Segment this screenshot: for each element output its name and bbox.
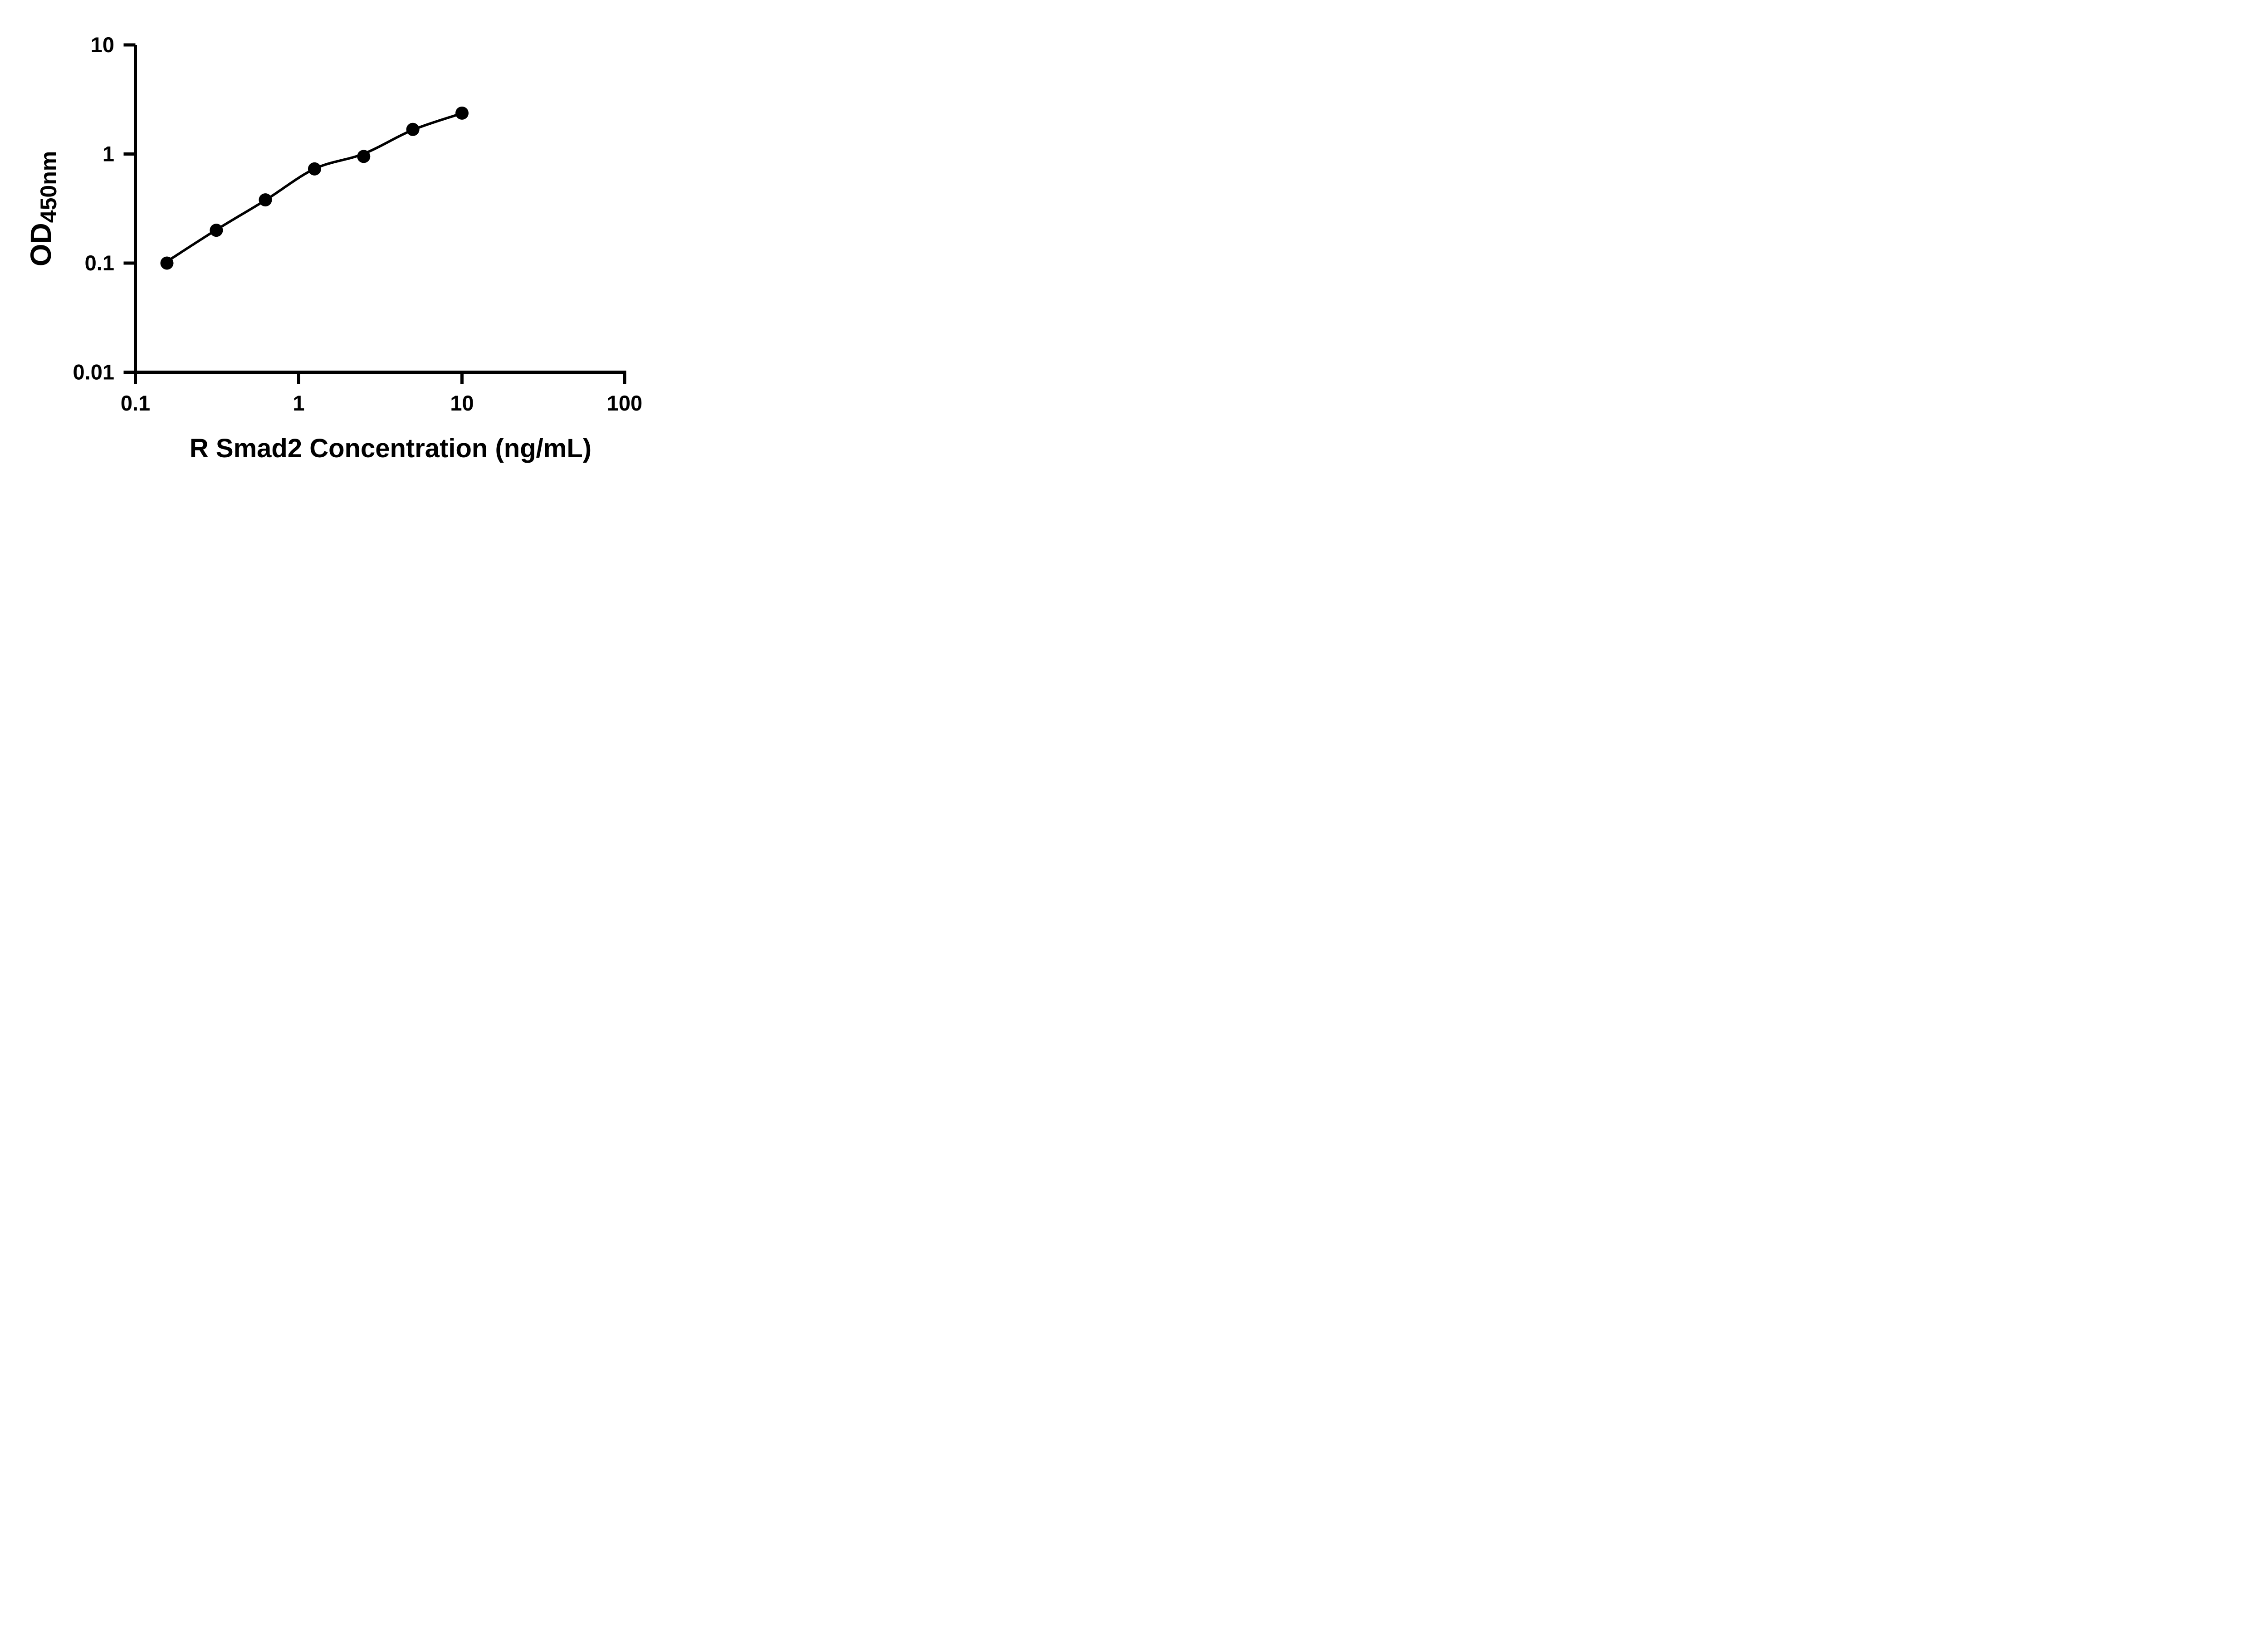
y-tick-label: 0.1 xyxy=(85,251,114,275)
x-axis-title: R Smad2 Concentration (ng/mL) xyxy=(190,434,591,463)
data-point xyxy=(308,162,321,176)
data-point xyxy=(406,122,420,136)
y-axis-title-subscript: 450nm xyxy=(36,151,61,223)
x-tick-label: 0.1 xyxy=(121,391,150,415)
axes-lines xyxy=(134,45,626,374)
y-tick-label: 0.01 xyxy=(73,360,114,384)
fit-curve-line xyxy=(169,112,463,261)
y-tick-label: 10 xyxy=(91,33,114,57)
standard-curve-plot: 10 1 0.1 0.01 0.1 1 10 100 R Smad2 Concentratio… xyxy=(24,33,643,463)
data-point xyxy=(210,224,223,237)
y-axis-title-main: OD xyxy=(24,223,57,266)
x-tick-label: 10 xyxy=(450,391,474,415)
data-point xyxy=(455,106,469,120)
x-tick-label: 1 xyxy=(293,391,304,415)
plot-area: 10 1 0.1 0.01 0.1 1 10 100 xyxy=(73,33,643,415)
y-axis-title: OD450nm xyxy=(24,151,61,266)
y-tick-label: 1 xyxy=(103,142,114,166)
data-point xyxy=(357,150,371,163)
elisa-standard-curve-figure: 10 1 0.1 0.01 0.1 1 10 100 R Smad2 Concentratio… xyxy=(0,0,700,490)
data-point xyxy=(160,256,174,270)
x-tick-label: 100 xyxy=(607,391,642,415)
data-point xyxy=(259,193,272,207)
